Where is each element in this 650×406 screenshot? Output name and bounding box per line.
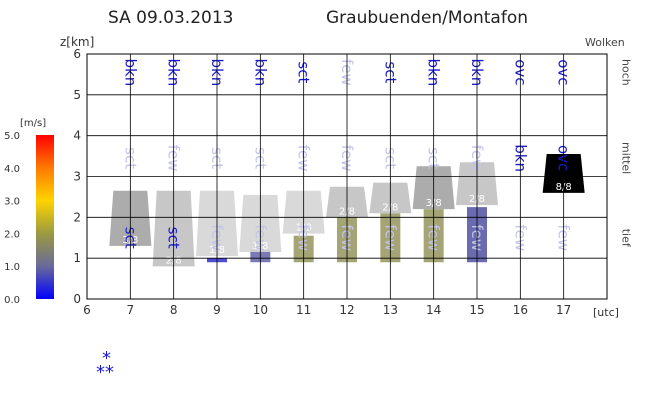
layer-label: tief — [620, 229, 633, 248]
x-tick-label: 14 — [426, 303, 441, 317]
x-tick-label: 10 — [253, 303, 268, 317]
y-tick-label: 0 — [73, 292, 81, 306]
plot-frame — [86, 53, 608, 300]
chart-region: Graubuenden/Montafon — [326, 8, 528, 28]
colorbar-tick: 1.0 — [4, 262, 20, 273]
x-tick-label: 13 — [383, 303, 398, 317]
x-tick-label: 17 — [556, 303, 571, 317]
right-axis-title: Wolken — [585, 36, 625, 49]
colorbar-tick: 0.0 — [4, 295, 20, 306]
x-axis-label: [utc] — [593, 306, 619, 319]
y-tick-label: 4 — [73, 129, 81, 143]
x-tick-label: 6 — [83, 303, 91, 317]
colorbar-tick: 3.0 — [4, 197, 20, 208]
layer-label: hoch — [620, 59, 633, 86]
y-tick-label: 2 — [73, 210, 81, 224]
x-tick-label: 9 — [213, 303, 221, 317]
x-tick-label: 8 — [170, 303, 178, 317]
y-tick-label: 6 — [73, 47, 81, 61]
colorbar-tick: 2.0 — [4, 229, 20, 240]
x-tick-label: 16 — [513, 303, 528, 317]
x-tick-label: 15 — [469, 303, 484, 317]
colorbar-tick: 4.0 — [4, 164, 20, 175]
colorbar — [36, 135, 54, 299]
chart-date: SA 09.03.2013 — [108, 8, 234, 28]
layer-label: mittel — [620, 142, 633, 174]
x-tick-label: 11 — [296, 303, 311, 317]
colorbar-unit: [m/s] — [20, 118, 46, 129]
colorbar-tick: 5.0 — [4, 131, 20, 142]
y-axis-label: z[km] — [60, 35, 94, 49]
x-tick-label: 7 — [127, 303, 135, 317]
y-tick-label: 1 — [73, 251, 81, 265]
x-tick-label: 12 — [339, 303, 354, 317]
snowflake-icon: * ** — [96, 348, 114, 383]
y-tick-label: 3 — [73, 170, 81, 184]
y-tick-label: 5 — [73, 88, 81, 102]
